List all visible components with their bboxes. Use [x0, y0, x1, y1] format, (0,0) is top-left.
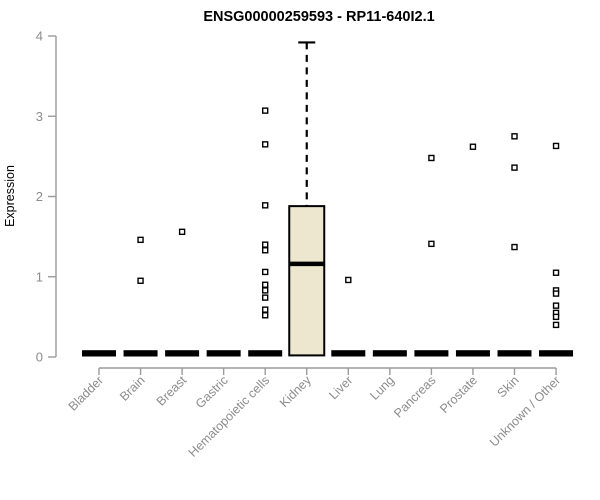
outlier-point — [552, 313, 560, 321]
outlier-point — [262, 294, 269, 301]
outlier-point — [345, 276, 352, 284]
x-tick-label: Pancreas — [391, 373, 438, 420]
outlier-point — [552, 321, 560, 329]
outlier-point — [262, 306, 269, 313]
outlier-point — [262, 247, 269, 254]
outlier-point — [137, 236, 144, 244]
outlier-point — [262, 268, 269, 276]
y-axis-label: Expression — [3, 165, 17, 227]
outlier-point — [552, 290, 560, 297]
x-tick-label: Unknown / Other — [487, 373, 563, 449]
outlier-point — [262, 107, 269, 114]
outlier-point — [552, 302, 560, 309]
x-tick-label: Prostate — [437, 373, 480, 416]
x-tick-label: Breast — [154, 373, 190, 409]
outlier-point — [511, 133, 518, 140]
flat-box — [455, 350, 490, 357]
x-tick-label: Bladder — [66, 373, 106, 413]
y-tick-label: 1 — [36, 269, 43, 284]
outlier-point — [178, 228, 186, 236]
flat-box — [206, 350, 241, 357]
outlier-point — [262, 312, 269, 319]
outlier-point — [428, 240, 435, 248]
y-tick-label: 0 — [36, 350, 43, 365]
outlier-point — [262, 141, 269, 148]
y-tick-label: 4 — [36, 29, 43, 44]
flat-box — [414, 350, 449, 357]
x-tick-label: Gastric — [193, 373, 231, 411]
outlier-point — [469, 143, 477, 150]
y-tick-label: 2 — [36, 189, 43, 204]
outlier-point — [552, 142, 560, 150]
x-tick-label: Lung — [367, 373, 397, 403]
flat-box — [539, 350, 574, 357]
flat-box — [372, 350, 407, 357]
outlier-point — [511, 164, 518, 171]
outlier-point — [552, 269, 560, 276]
outlier-point — [262, 241, 269, 248]
outlier-point — [511, 243, 518, 251]
x-tick-label: Liver — [326, 373, 355, 402]
flat-box — [123, 350, 158, 357]
flat-box — [165, 350, 200, 357]
outlier-point — [262, 281, 269, 288]
flat-box — [497, 350, 532, 357]
y-tick-label: 3 — [36, 109, 43, 124]
chart-title: ENSG00000259593 - RP11-640I2.1 — [203, 9, 434, 25]
x-tick-label: Brain — [117, 373, 148, 404]
x-tick-label: Hematopoietic cells — [186, 373, 273, 460]
plot-area: 0 1 2 3 4 Bladder Brain Breast GastricHematopoie… — [36, 29, 574, 460]
flat-box — [248, 350, 283, 357]
outlier-point — [137, 277, 144, 284]
outlier-point — [262, 202, 269, 209]
box-rect — [288, 205, 326, 357]
x-tick-label: Skin — [495, 373, 522, 400]
outlier-point — [428, 154, 435, 162]
x-tick-label: Kidney — [277, 373, 314, 410]
outlier-point — [262, 287, 269, 294]
flat-box — [331, 350, 366, 357]
flat-box — [82, 350, 116, 357]
